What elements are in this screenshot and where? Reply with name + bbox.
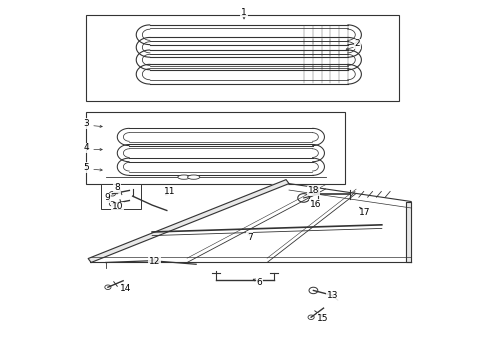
Ellipse shape [188, 175, 200, 179]
Text: 13: 13 [327, 291, 339, 300]
Polygon shape [88, 180, 289, 262]
Text: 9: 9 [104, 193, 110, 202]
Text: 18: 18 [308, 186, 319, 195]
Text: 17: 17 [359, 208, 370, 217]
Text: 6: 6 [257, 278, 263, 287]
Text: 5: 5 [83, 163, 89, 172]
Text: 10: 10 [112, 202, 123, 211]
Text: 4: 4 [83, 143, 89, 152]
Text: 2: 2 [355, 39, 360, 48]
Polygon shape [406, 202, 411, 262]
Text: 11: 11 [164, 187, 175, 196]
Text: 15: 15 [318, 314, 329, 323]
Text: 14: 14 [120, 284, 131, 293]
Bar [101, 184, 141, 210]
Text: 12: 12 [149, 257, 160, 266]
Text: 16: 16 [310, 200, 321, 209]
Text: 8: 8 [114, 183, 120, 192]
Text: 7: 7 [247, 233, 253, 242]
Text: 3: 3 [83, 119, 89, 128]
Text: 1: 1 [241, 8, 247, 17]
Ellipse shape [178, 175, 190, 179]
Bar [86, 15, 399, 101]
Bar [86, 112, 345, 184]
